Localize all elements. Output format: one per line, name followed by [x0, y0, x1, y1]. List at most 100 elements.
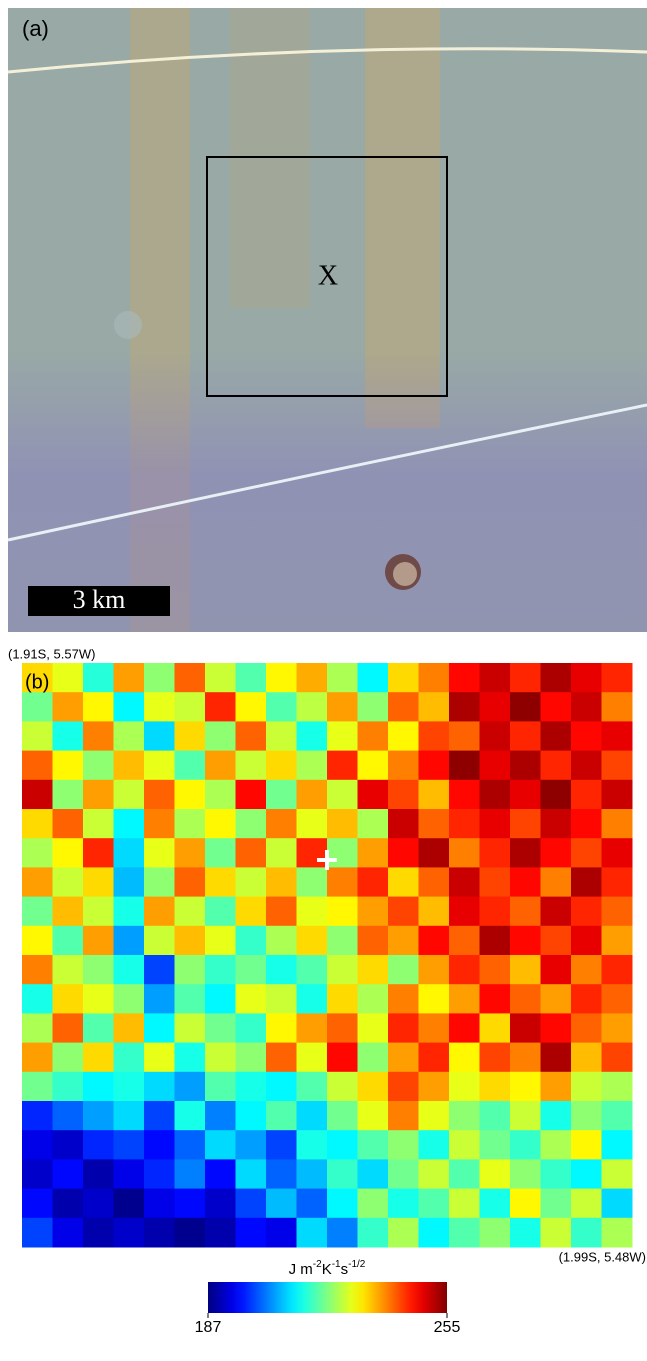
heat-cell	[22, 721, 53, 752]
heat-cell	[174, 1159, 206, 1190]
heat-cell	[357, 1130, 389, 1160]
heat-cell	[327, 779, 358, 810]
heat-cell	[601, 1071, 633, 1102]
heat-cell	[296, 1071, 328, 1102]
heat-cell	[418, 1188, 450, 1219]
heat-cell	[571, 1101, 602, 1131]
heat-cell	[113, 1217, 145, 1248]
heat-cell	[52, 1101, 84, 1131]
heat-cell	[83, 955, 114, 985]
heat-cell	[52, 896, 84, 927]
heat-cell	[449, 955, 480, 985]
heat-cell	[449, 663, 480, 693]
heat-cell	[266, 1217, 297, 1248]
heat-cell	[22, 692, 53, 722]
heat-cell	[205, 1188, 236, 1219]
heat-cell	[449, 809, 480, 839]
heat-cell	[144, 1101, 175, 1131]
heat-cell	[174, 692, 206, 722]
heat-cell	[266, 1013, 297, 1044]
scale-bar-label: 3 km	[73, 585, 126, 614]
heat-cell	[571, 692, 602, 722]
heat-cell	[83, 838, 114, 868]
heat-cell	[205, 867, 236, 898]
heat-cell	[266, 1101, 297, 1131]
heat-cell	[205, 1013, 236, 1044]
heat-cell	[357, 1042, 389, 1073]
heat-cell	[388, 663, 419, 693]
heat-cell	[205, 779, 236, 810]
colorbar-label-part: s	[341, 1261, 349, 1278]
heat-cell	[296, 779, 328, 810]
heat-cell	[357, 721, 389, 752]
heat-cell	[449, 1159, 480, 1190]
heat-cell	[357, 838, 389, 868]
heat-cell	[296, 1013, 328, 1044]
heat-cell	[540, 1217, 572, 1248]
heat-cell	[388, 955, 419, 985]
heat-cell	[235, 896, 267, 927]
heat-cell	[571, 838, 602, 868]
heat-cell	[113, 1101, 145, 1131]
heat-cell	[601, 984, 633, 1014]
heat-cell	[388, 1013, 419, 1044]
heat-cell	[418, 1071, 450, 1102]
heat-cell	[174, 838, 206, 868]
heat-cell	[22, 1071, 53, 1102]
heat-cell	[296, 809, 328, 839]
heat-cell	[601, 1013, 633, 1044]
heat-cell	[113, 1159, 145, 1190]
heat-cell	[22, 1159, 53, 1190]
heat-cell	[327, 1101, 358, 1131]
heat-cell	[571, 925, 602, 956]
colorbar-tick-label: 255	[434, 1319, 461, 1336]
heat-cell	[449, 838, 480, 868]
heat-cell	[510, 750, 541, 781]
heat-cell	[113, 1013, 145, 1044]
heat-cell	[113, 692, 145, 722]
heat-cell	[266, 838, 297, 868]
heat-cell	[174, 1188, 206, 1219]
heat-cell	[418, 1013, 450, 1044]
heat-cell	[144, 1130, 175, 1160]
heat-cell	[266, 779, 297, 810]
heat-cell	[52, 809, 84, 839]
heat-cell	[235, 925, 267, 956]
heat-cell	[235, 809, 267, 839]
heat-cell	[388, 838, 419, 868]
scale-bar	[28, 586, 170, 616]
heat-cell	[479, 1071, 511, 1102]
heat-cell	[449, 984, 480, 1014]
heat-cell	[327, 1013, 358, 1044]
colorbar-label-part: -2	[313, 1259, 322, 1270]
heat-cell	[52, 663, 84, 693]
heat-cell	[266, 692, 297, 722]
heat-cell	[266, 1042, 297, 1073]
heat-cell	[388, 896, 419, 927]
heat-cell	[296, 1159, 328, 1190]
heat-cell	[388, 779, 419, 810]
heat-cell	[510, 955, 541, 985]
heat-cell	[418, 809, 450, 839]
heat-cell	[479, 1042, 511, 1073]
heat-cell	[357, 1013, 389, 1044]
heat-cell	[22, 809, 53, 839]
heat-cell	[357, 692, 389, 722]
heat-cell	[144, 955, 175, 985]
heat-cell	[479, 838, 511, 868]
heat-cell	[205, 809, 236, 839]
heat-cell	[52, 925, 84, 956]
heat-cell	[144, 1159, 175, 1190]
heat-cell	[144, 750, 175, 781]
heat-cell	[266, 896, 297, 927]
heat-cell	[235, 663, 267, 693]
heat-cell	[510, 925, 541, 956]
heat-cell	[174, 955, 206, 985]
heat-cell	[449, 896, 480, 927]
heat-cell	[540, 692, 572, 722]
heat-cell	[22, 1130, 53, 1160]
heat-cell	[83, 925, 114, 956]
crater	[393, 562, 417, 586]
heat-cell	[540, 896, 572, 927]
